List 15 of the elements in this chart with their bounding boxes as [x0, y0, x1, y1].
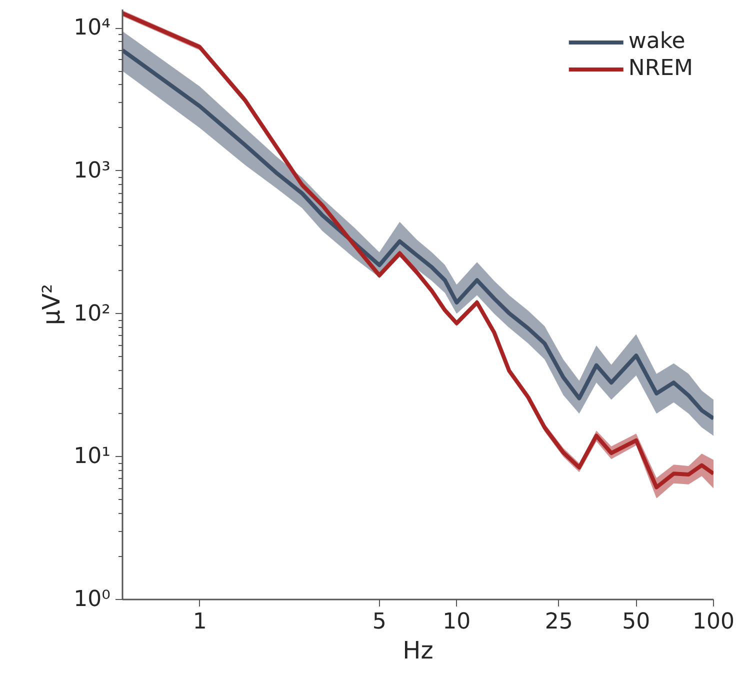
x-tick-label: 10 [442, 610, 471, 634]
x-axis-title: Hz [402, 636, 434, 664]
x-tick-label: 1 [192, 610, 207, 634]
legend-label: NREM [628, 56, 693, 81]
y-tick-label: 10⁴ [74, 16, 111, 41]
legend-label: wake [628, 29, 686, 54]
x-tick-label: 50 [622, 610, 650, 634]
y-axis-title: μV² [38, 284, 66, 326]
x-tick-label: 25 [544, 610, 573, 634]
x-tick-label: 5 [372, 610, 386, 634]
y-tick-label: 10¹ [74, 444, 111, 470]
y-tick-label: 10⁰ [74, 587, 111, 612]
y-tick-label: 10³ [74, 158, 111, 184]
y-tick-label: 10² [74, 301, 111, 326]
x-tick-label: 100 [692, 610, 735, 634]
